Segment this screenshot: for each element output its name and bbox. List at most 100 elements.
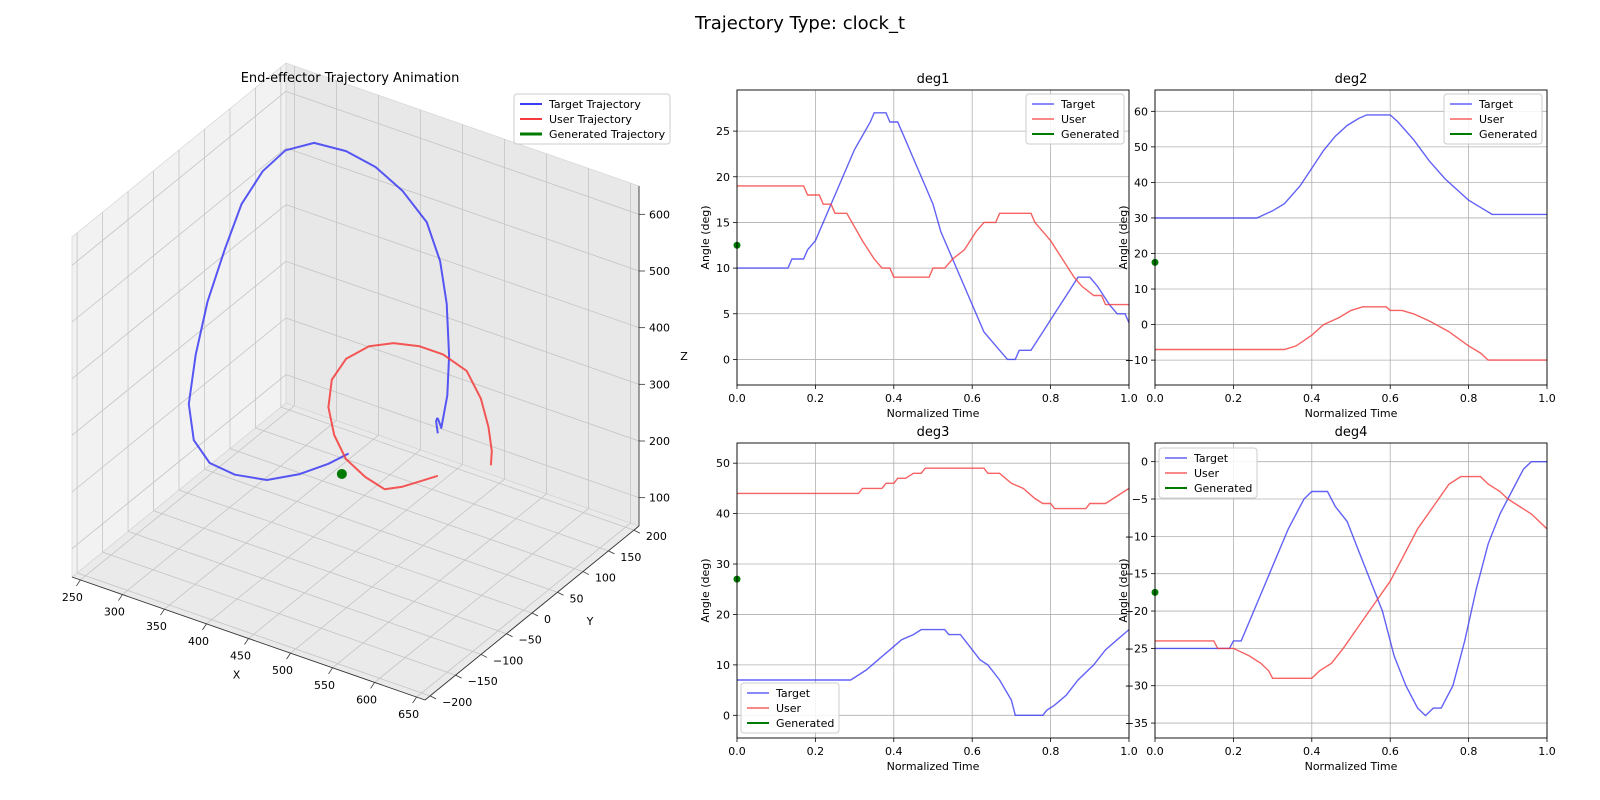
subplot-title: deg1	[917, 72, 950, 87]
series-line-user	[737, 185, 1129, 306]
x-tick-label: 600	[356, 693, 377, 706]
floor-y-gridline	[229, 448, 584, 572]
x-tick	[160, 608, 165, 616]
series-line-user	[1155, 306, 1547, 361]
legend-label: Target	[1060, 98, 1096, 111]
x-tick-label: 0.6	[1381, 745, 1399, 758]
y-tick	[429, 695, 437, 700]
x-tick-label: 0.8	[1460, 392, 1478, 405]
y-tick-label: −30	[1125, 680, 1148, 693]
y-tick-label: 60	[1134, 105, 1148, 118]
legend-label: User	[1194, 467, 1220, 480]
legend-label: User	[1061, 113, 1087, 126]
subplot-title: deg4	[1335, 425, 1368, 440]
x-tick	[328, 667, 333, 675]
floor-y-gridline	[280, 406, 635, 531]
y-tick	[455, 674, 462, 679]
y-tick-label: 10	[716, 659, 730, 672]
z-tick-label: 300	[649, 378, 670, 391]
legend-label: User	[1479, 113, 1505, 126]
x-tick	[76, 579, 81, 587]
floor-y-gridline	[153, 510, 507, 635]
floor-y-gridline	[127, 531, 482, 655]
y-tick-label: 0	[544, 613, 551, 626]
y-axis-label: Angle (deg)	[1117, 558, 1130, 622]
y-tick-label: −20	[1125, 605, 1148, 618]
x-tick-label: 0.6	[963, 745, 981, 758]
x-tick-label: 350	[146, 620, 167, 633]
wall-z-gridline	[71, 374, 287, 549]
x-tick	[244, 638, 249, 645]
wall-z-gridline	[285, 147, 640, 272]
y-tick-label: −10	[1125, 354, 1148, 367]
legend-label: User	[776, 702, 802, 715]
x-tick-label: 0.2	[1225, 745, 1243, 758]
y-tick	[608, 550, 615, 555]
wall-z-gridline	[285, 317, 640, 442]
y-tick-label: 20	[716, 171, 730, 184]
x-tick-label: 0.2	[807, 745, 825, 758]
x-tick-label: 0.4	[1303, 392, 1321, 405]
x-tick-label: 0.2	[1225, 392, 1243, 405]
y-tick-label: 0	[723, 709, 730, 722]
y-tick	[582, 571, 590, 575]
legend-box	[513, 93, 671, 145]
wall-z-gridline	[285, 260, 640, 385]
x-tick-label: 0.6	[1381, 392, 1399, 405]
axes-frame	[736, 89, 1130, 386]
axes-frame	[1154, 89, 1548, 386]
y-tick-label: −35	[1125, 717, 1148, 730]
deg4-panel: 0.0 0.2 0.4 0.6 0.8 1.0 0 −5 −10 −15 −20 −25 −30 −35 d…	[1117, 425, 1556, 773]
x-axis-label: Normalized Time	[1305, 407, 1398, 420]
y-axis-label: Angle (deg)	[699, 558, 712, 622]
x-tick-label: 450	[230, 650, 251, 663]
wall-z-gridline	[285, 204, 640, 329]
deg3-panel: 0.0 0.2 0.4 0.6 0.8 1.0 0 10 20 30 40 50 deg3 Normali…	[699, 425, 1138, 773]
z-axis-label: Z	[680, 350, 688, 363]
x-tick-label: 0.2	[807, 392, 825, 405]
x-tick-label: 0.0	[1146, 392, 1164, 405]
y-tick-label: 150	[620, 551, 641, 564]
x-tick-label: 0.6	[963, 392, 981, 405]
y-tick-label: 40	[716, 508, 730, 521]
y-tick	[531, 612, 539, 617]
y-tick	[480, 654, 488, 658]
legend-label: Generated	[1061, 128, 1119, 141]
deg2-panel: 0.0 0.2 0.4 0.6 0.8 1.0 −10 0 10 20 30 40 50 60 deg2 No…	[1117, 72, 1556, 420]
y-tick-label: 20	[1134, 247, 1148, 260]
x-tick-label: 300	[104, 606, 125, 619]
deg1-panel: 0.0 0.2 0.4 0.6 0.8 1.0 0 5 10 15 20 25 deg1 Normaliz…	[699, 72, 1138, 420]
wall-z-gridline	[71, 91, 287, 266]
y-tick-label: −5	[1132, 493, 1148, 506]
x-tick-label: 0.4	[885, 392, 903, 405]
x-tick-label: 0.4	[1303, 745, 1321, 758]
subplot-title: deg2	[1335, 72, 1368, 87]
legend-label: Generated	[1194, 482, 1252, 495]
y-tick-label: 20	[716, 608, 730, 621]
x-tick-label: 0.8	[1042, 745, 1060, 758]
x-tick-label: 500	[272, 664, 293, 677]
x-axis-label: Normalized Time	[887, 760, 980, 773]
x-tick-label: 400	[188, 635, 209, 648]
z-tick-label: 500	[649, 265, 670, 278]
floor-y-gridline	[102, 551, 456, 676]
series-line-user	[1155, 475, 1547, 679]
y-tick-label: 15	[716, 216, 730, 229]
series-line-target	[1155, 114, 1547, 219]
y-axis-label: Angle (deg)	[1117, 205, 1130, 269]
y-axis-label: Y	[586, 615, 594, 628]
y-tick	[557, 591, 564, 596]
x-tick-label: 1.0	[1120, 745, 1138, 758]
z-tick-label: 600	[649, 208, 670, 221]
legend-label: Target	[1193, 452, 1229, 465]
trajectory-target-trajectory	[187, 141, 451, 481]
y-tick-label: 0	[1141, 319, 1148, 332]
y-tick-label: 100	[595, 572, 616, 585]
axes-frame	[736, 442, 1130, 739]
current-position-marker	[336, 468, 347, 479]
y-tick-label: 10	[716, 262, 730, 275]
x-axis-label: X	[233, 669, 241, 682]
x-tick-label: 250	[62, 591, 83, 604]
y-tick-label: 50	[1134, 141, 1148, 154]
figure-title: Trajectory Type: clock_t	[694, 13, 905, 34]
